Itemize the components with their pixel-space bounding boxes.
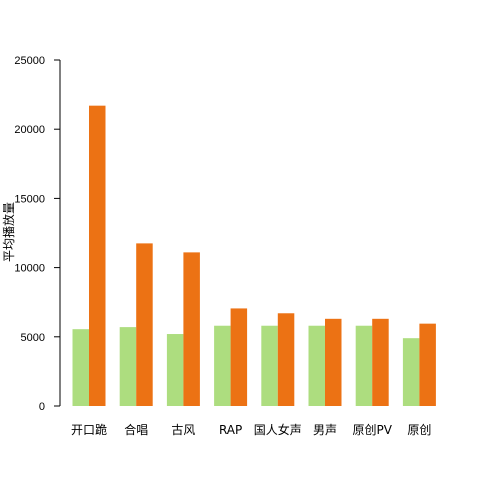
- bar-series-1-1: [119, 327, 137, 406]
- bar-series-2-3: [230, 308, 248, 406]
- x-category-label: 原创PV: [352, 423, 392, 437]
- y-axis: 0 5000 10000 15000 20000 25000: [14, 55, 61, 413]
- x-category-label: 合唱: [124, 422, 148, 437]
- y-tick-label: 0: [39, 401, 45, 413]
- y-tick-label: 20000: [14, 124, 45, 136]
- bar-series-2-6: [372, 318, 389, 406]
- bar-series-1-3: [214, 325, 231, 406]
- y-tick-label: 10000: [14, 263, 45, 275]
- bar-series-1-4: [261, 325, 278, 406]
- x-category-label: 古风: [171, 422, 195, 437]
- y-tick-label: 15000: [14, 193, 45, 205]
- x-category-label: RAP: [219, 423, 242, 437]
- bar-series-2-5: [325, 318, 342, 406]
- bar-series-1-7: [402, 338, 420, 406]
- x-category-label: 国人女声: [254, 422, 302, 437]
- bars: [72, 105, 436, 406]
- bar-series-2-4: [277, 313, 295, 406]
- bar-series-1-6: [355, 325, 373, 406]
- bar-series-1-0: [72, 329, 89, 406]
- bar-series-2-2: [183, 252, 200, 406]
- y-tick-label: 25000: [14, 55, 45, 67]
- bar-series-1-2: [166, 334, 184, 406]
- bar-series-1-5: [308, 325, 325, 406]
- x-category-label: 男声: [313, 423, 337, 437]
- x-category-label: 原创: [407, 423, 431, 437]
- bar-series-2-1: [136, 243, 153, 406]
- x-axis-labels: 开口跪 合唱 古风 RAP 国人女声 男声 原创PV 原创: [71, 422, 431, 437]
- bar-series-2-7: [419, 323, 436, 406]
- y-axis-title: 平均播放量: [1, 202, 16, 262]
- bar-series-2-0: [89, 105, 106, 406]
- y-tick-label: 5000: [21, 332, 45, 344]
- x-category-label: 开口跪: [71, 422, 107, 437]
